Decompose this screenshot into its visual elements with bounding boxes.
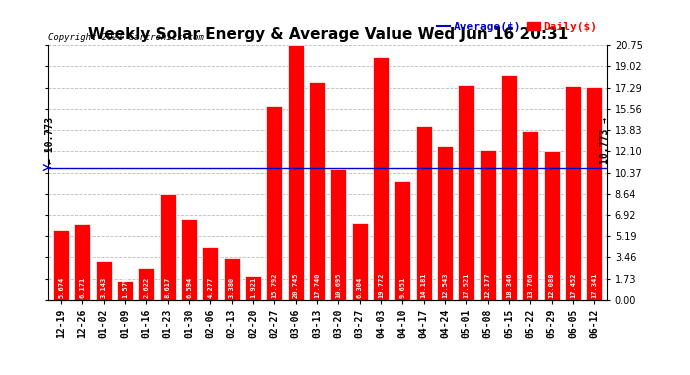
Bar	[373, 57, 389, 300]
Bar	[96, 261, 112, 300]
Text: 3.143: 3.143	[101, 277, 107, 298]
Text: 1.921: 1.921	[250, 277, 256, 298]
Text: 13.766: 13.766	[527, 273, 533, 298]
Bar	[245, 276, 261, 300]
Text: 18.346: 18.346	[506, 273, 512, 298]
Text: 14.181: 14.181	[421, 273, 426, 298]
Bar	[331, 169, 346, 300]
Bar	[117, 280, 133, 300]
Bar	[139, 268, 155, 300]
Text: ← 10.773: ← 10.773	[46, 117, 55, 164]
Bar	[309, 82, 325, 300]
Text: Copyright 2021 Cartronics.com: Copyright 2021 Cartronics.com	[48, 33, 204, 42]
Bar	[544, 152, 560, 300]
Title: Weekly Solar Energy & Average Value Wed Jun 16 20:31: Weekly Solar Energy & Average Value Wed …	[88, 27, 568, 42]
Bar	[458, 85, 475, 300]
Text: 5.674: 5.674	[58, 277, 64, 298]
Bar	[522, 131, 538, 300]
Bar	[160, 194, 176, 300]
Text: 17.341: 17.341	[591, 273, 598, 298]
Text: 17.740: 17.740	[314, 273, 320, 298]
Text: 10.695: 10.695	[335, 273, 342, 298]
Bar	[181, 219, 197, 300]
Text: 6.304: 6.304	[357, 277, 363, 298]
Text: 12.177: 12.177	[485, 273, 491, 298]
Bar	[437, 146, 453, 300]
Bar	[501, 75, 517, 300]
Bar	[395, 182, 411, 300]
Text: 19.772: 19.772	[378, 273, 384, 298]
Text: 9.651: 9.651	[400, 277, 406, 298]
Legend: Average($), Daily($): Average($), Daily($)	[433, 17, 602, 36]
Bar	[224, 258, 239, 300]
Bar	[416, 126, 432, 300]
Bar	[586, 87, 602, 300]
Text: 15.792: 15.792	[271, 273, 277, 298]
Bar	[53, 230, 69, 300]
Text: 3.380: 3.380	[229, 277, 235, 298]
Text: 2.622: 2.622	[144, 277, 150, 298]
Text: 8.617: 8.617	[165, 277, 170, 298]
Bar	[565, 86, 581, 300]
Bar	[288, 45, 304, 300]
Text: 6.171: 6.171	[79, 277, 86, 298]
Text: 12.543: 12.543	[442, 273, 448, 298]
Text: 1.579: 1.579	[122, 277, 128, 298]
Bar	[352, 222, 368, 300]
Bar	[202, 248, 219, 300]
Text: 20.745: 20.745	[293, 273, 299, 298]
Text: 17.452: 17.452	[570, 273, 576, 298]
Bar	[75, 224, 90, 300]
Bar	[480, 150, 495, 300]
Text: 4.277: 4.277	[208, 277, 213, 298]
Text: 17.521: 17.521	[464, 273, 469, 298]
Text: 12.088: 12.088	[549, 273, 555, 298]
Text: 6.594: 6.594	[186, 277, 192, 298]
Bar	[266, 106, 282, 300]
Text: 10.773 →: 10.773 →	[600, 117, 610, 164]
